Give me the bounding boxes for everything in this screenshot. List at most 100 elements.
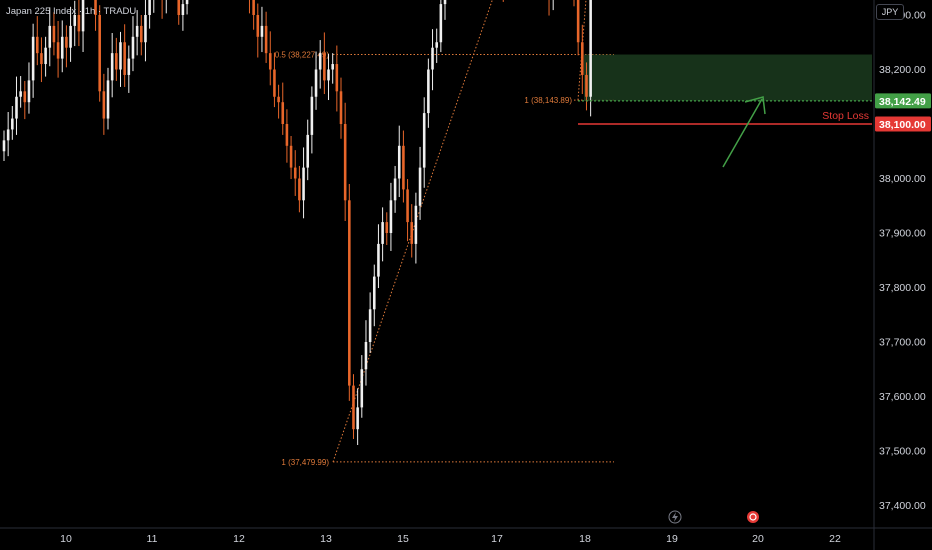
candlestick-series (2, 0, 592, 446)
time-axis[interactable]: 10 11 12 13 15 17 18 19 20 22 (60, 533, 841, 545)
x-tick-label: 12 (233, 533, 245, 545)
candle-body (123, 42, 126, 75)
x-tick-label: 10 (60, 533, 72, 545)
y-tick-label: 38,000.00 (879, 173, 926, 185)
candle-body (73, 15, 77, 26)
candle-body (389, 200, 393, 233)
candle-body (352, 385, 355, 430)
candle-body (131, 36, 135, 59)
candle-body (185, 0, 189, 5)
candle-body (585, 74, 588, 97)
candle-body (372, 276, 376, 310)
candle-body (581, 42, 584, 75)
fib-right-label: 1 (38,143.89) (524, 96, 572, 105)
x-tick-label: 20 (752, 533, 764, 545)
candle-body (427, 69, 430, 114)
calendar-event-dot-icon (749, 513, 757, 521)
candle-body (318, 53, 322, 70)
candle-body (11, 118, 14, 130)
candle-body (40, 53, 43, 65)
x-tick-label: 18 (579, 533, 591, 545)
candle-body (144, 15, 147, 43)
candle-body (406, 189, 409, 223)
event-icons[interactable] (668, 510, 759, 524)
fibonacci-retracement: 0 (38,974.99)0.5 (38,227.49)1 (37,479.99… (275, 0, 614, 467)
candle-body (268, 53, 272, 70)
fib-trend-line (332, 0, 493, 463)
candle-body (356, 407, 359, 430)
candle-body (256, 15, 260, 37)
candle-body (102, 91, 106, 119)
candle-body (289, 145, 293, 168)
flash-event-icon[interactable] (668, 510, 682, 524)
candle-body (323, 53, 326, 81)
candle-body (360, 369, 364, 408)
candle-body (81, 0, 85, 32)
x-tick-label: 13 (320, 533, 332, 545)
y-tick-label: 38,200.00 (879, 64, 926, 76)
candle-body (52, 25, 56, 43)
candle-body (252, 0, 255, 15)
candle-body (422, 113, 426, 168)
candle-body (27, 80, 31, 103)
candle-body (339, 91, 343, 124)
x-tick-label: 11 (147, 533, 158, 545)
symbol-title: Japan 225 Index · 1h · TRADU (6, 6, 136, 17)
y-tick-label: 37,900.00 (879, 228, 926, 240)
price-badges: 38,575.0038,974.9938,455.0138,142.4938,1… (875, 93, 931, 132)
candle-body (19, 91, 22, 97)
candle-body (314, 69, 318, 97)
candle-body (310, 96, 314, 135)
candle-body (393, 178, 397, 201)
arrow-head (744, 96, 766, 115)
candle-body (293, 167, 297, 179)
candle-body (127, 58, 131, 75)
trade-level-label: Stop Loss (822, 110, 869, 122)
currency-button[interactable]: JPY (876, 4, 904, 20)
y-tick-label: 37,600.00 (879, 391, 926, 403)
candle-body (2, 140, 6, 152)
candle-body (397, 145, 401, 179)
y-tick-label: 37,400.00 (879, 500, 926, 512)
candle-body (23, 91, 27, 103)
candle-body (177, 0, 181, 15)
candle-body (327, 69, 330, 81)
candle-body (110, 53, 114, 81)
candle-body (94, 0, 97, 15)
candle-body (331, 64, 334, 70)
candle-body (343, 124, 347, 201)
projection-arrow (722, 96, 766, 168)
candle-body (56, 42, 60, 59)
level-badge-text: 38,142.49 (879, 96, 926, 108)
candle-body (285, 124, 289, 146)
candle-body (364, 342, 368, 370)
y-tick-label: 37,800.00 (879, 282, 926, 294)
candle-body (377, 243, 380, 277)
flash-bolt-icon (672, 512, 678, 522)
entry-zone (584, 54, 872, 101)
candle-body (281, 102, 285, 124)
candle-body (385, 222, 389, 233)
trade-levels: Take ProfitBuy EntryStop Loss (578, 100, 872, 125)
fib-level-label: 1 (37,479.99) (281, 458, 329, 467)
y-tick-label: 37,700.00 (879, 337, 926, 349)
calendar-event-icon[interactable] (747, 511, 759, 523)
candle-body (335, 64, 339, 92)
candle-body (60, 36, 64, 59)
candle-body (435, 42, 438, 48)
candle-body (402, 145, 405, 190)
candle-body (98, 15, 101, 92)
candle-body (15, 96, 18, 119)
candle-body (48, 25, 52, 48)
candle-body (35, 36, 39, 54)
candle-body (348, 200, 351, 386)
candle-body (148, 0, 151, 15)
candle-body (277, 96, 280, 103)
candle-body (44, 47, 47, 65)
candle-body (410, 222, 414, 244)
candle-body (443, 0, 447, 5)
candle-body (368, 309, 372, 342)
candle-body (298, 178, 301, 201)
